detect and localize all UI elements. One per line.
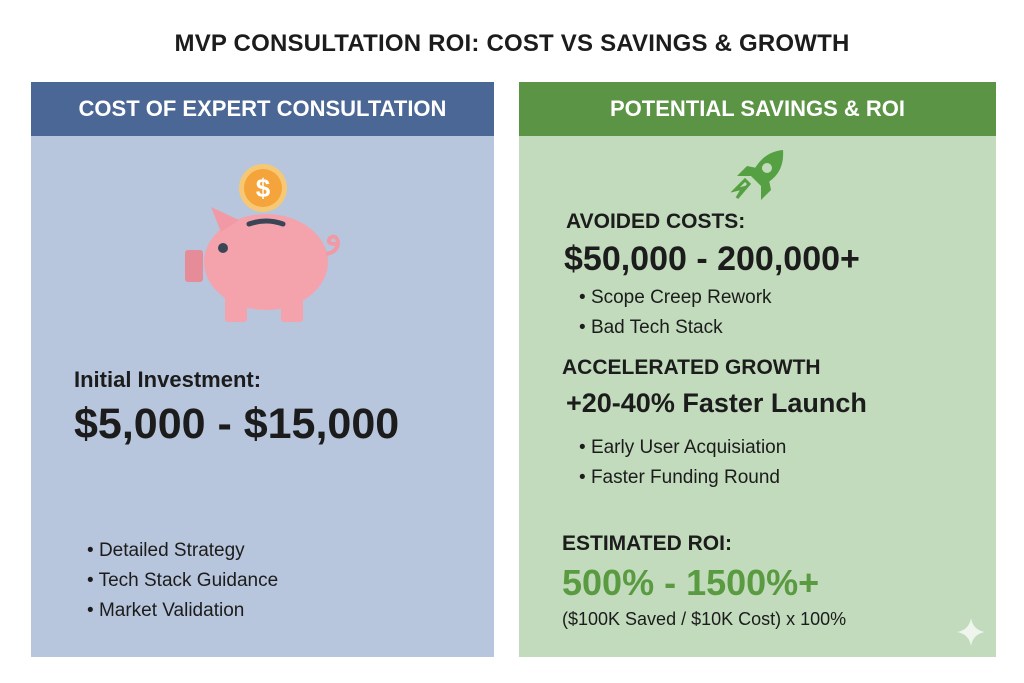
page-title: MVP CONSULTATION ROI: COST VS SAVINGS & … bbox=[174, 30, 850, 57]
list-item: • Early User Acquisiation bbox=[579, 437, 787, 458]
svg-text:$: $ bbox=[256, 173, 271, 203]
savings-panel-header: POTENTIAL SAVINGS & ROI bbox=[519, 82, 996, 136]
bullet-text: Scope Creep Rework bbox=[590, 287, 772, 308]
rocket-icon bbox=[731, 150, 784, 200]
savings-panel: POTENTIAL SAVINGS & ROI AVOIDED COSTS: $… bbox=[519, 82, 996, 657]
list-item: • Bad Tech Stack bbox=[579, 317, 723, 338]
bullet-text: Tech Stack Guidance bbox=[98, 570, 279, 591]
list-item: • Market Validation bbox=[87, 600, 245, 621]
cost-panel: COST OF EXPERT CONSULTATION $ Initial In… bbox=[31, 82, 494, 657]
initial-investment-amount: $5,000 - $15,000 bbox=[74, 400, 400, 448]
avoided-costs-label: AVOIDED COSTS: bbox=[566, 210, 746, 233]
bullet-text: Market Validation bbox=[98, 600, 245, 621]
bullet-text: Faster Funding Round bbox=[590, 467, 780, 488]
bullet-text: Bad Tech Stack bbox=[590, 317, 723, 338]
growth-value: +20-40% Faster Launch bbox=[566, 388, 867, 418]
accelerated-growth-label: ACCELERATED GROWTH bbox=[562, 356, 821, 379]
cost-panel-header: COST OF EXPERT CONSULTATION bbox=[31, 82, 494, 136]
sparkle-icon bbox=[957, 618, 985, 646]
list-item: • Scope Creep Rework bbox=[579, 287, 772, 308]
initial-investment-label: Initial Investment: bbox=[74, 367, 262, 392]
piggy-bank-coin-icon: $ bbox=[185, 164, 341, 322]
estimated-roi-value: 500% - 1500%+ bbox=[562, 562, 820, 603]
bullet-text: Early User Acquisiation bbox=[590, 437, 787, 458]
roi-formula: ($100K Saved / $10K Cost) x 100% bbox=[562, 609, 847, 629]
estimated-roi-label: ESTIMATED ROI: bbox=[562, 532, 732, 555]
list-item: • Tech Stack Guidance bbox=[87, 570, 279, 591]
avoided-costs-amount: $50,000 - 200,000+ bbox=[564, 240, 860, 278]
bullet-text: Detailed Strategy bbox=[98, 540, 245, 561]
list-item: • Detailed Strategy bbox=[87, 540, 245, 561]
list-item: • Faster Funding Round bbox=[579, 467, 780, 488]
